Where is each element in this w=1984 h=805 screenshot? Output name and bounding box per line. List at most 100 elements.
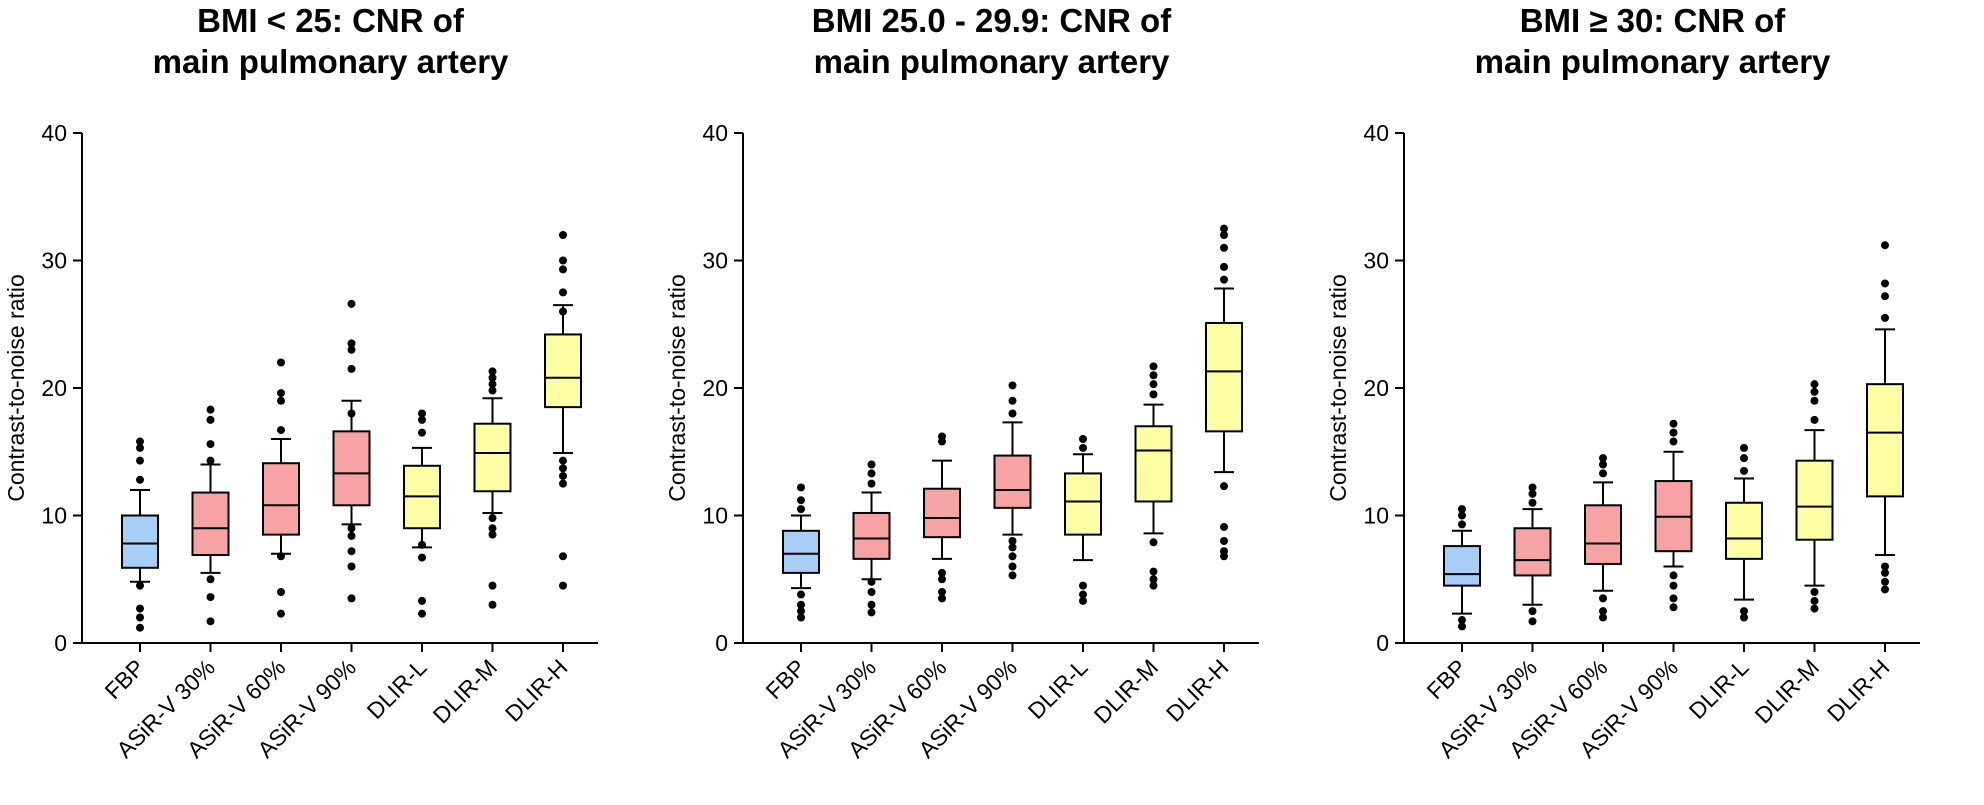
- box-iqr: [1443, 545, 1481, 587]
- box-iqr: [1584, 504, 1622, 565]
- outlier-point: [1740, 466, 1748, 475]
- outlier-point: [206, 575, 215, 584]
- outlier-point: [1008, 552, 1017, 561]
- y-tick-label: 10: [41, 503, 67, 529]
- chart-title: BMI ≥ 30: CNR of main pulmonary artery: [1322, 0, 1983, 82]
- outlier-point: [797, 600, 805, 609]
- outlier-point: [1220, 547, 1228, 556]
- box-dlir-h: DLIR-H: [1822, 241, 1904, 727]
- chart-title: BMI 25.0 - 29.9: CNR of main pulmonary a…: [661, 0, 1322, 82]
- box-dlir-m: DLIR-M: [428, 367, 512, 729]
- box-iqr: [1205, 321, 1243, 433]
- box-asir-v-90: ASiR-V 90%: [1574, 419, 1693, 763]
- outlier-point: [418, 428, 426, 437]
- outlier-point: [559, 479, 567, 488]
- outlier-point: [1740, 607, 1748, 616]
- outlier-point: [1740, 454, 1748, 463]
- y-axis-label: Contrast-to-noise ratio: [664, 274, 690, 502]
- outlier-point: [277, 426, 285, 435]
- y-tick-label: 20: [1363, 375, 1389, 401]
- outlier-point: [797, 613, 805, 622]
- outlier-point: [1810, 604, 1819, 613]
- chart-panel-bmi-under-25: BMI < 25: CNR of main pulmonary artery 0…: [0, 0, 661, 805]
- y-axis-label: Contrast-to-noise ratio: [1325, 274, 1351, 502]
- chart-title-line-2: main pulmonary artery: [1474, 43, 1831, 80]
- outlier-point: [1079, 443, 1087, 452]
- box-iqr: [191, 491, 230, 557]
- box-dlir-m: DLIR-M: [1089, 362, 1173, 729]
- outlier-point: [1220, 275, 1228, 284]
- outlier-point: [1220, 537, 1228, 545]
- box-fbp: FBP: [1422, 505, 1481, 704]
- outlier-point: [1079, 590, 1087, 599]
- outlier-point: [1528, 617, 1537, 626]
- outlier-point: [1599, 469, 1607, 478]
- x-tick-label: FBP: [100, 654, 150, 704]
- box-iqr: [473, 422, 512, 493]
- outlier-point: [1008, 537, 1017, 545]
- outlier-point: [1008, 571, 1017, 580]
- chart-title-line-1: BMI 25.0 - 29.9: CNR of: [811, 2, 1172, 39]
- outlier-point: [488, 386, 497, 395]
- outlier-point: [867, 600, 876, 609]
- outlier-point: [559, 464, 567, 473]
- outlier-point: [136, 437, 144, 446]
- box-iqr: [852, 511, 891, 560]
- outlier-point: [1881, 292, 1889, 301]
- outlier-point: [1458, 616, 1466, 625]
- box-dlir-l: DLIR-L: [1684, 443, 1763, 724]
- outlier-point: [559, 471, 567, 480]
- x-tick-label: DLIR-L: [362, 654, 432, 724]
- box-dlir-l: DLIR-L: [362, 409, 441, 724]
- outlier-point: [1220, 224, 1228, 233]
- outlier-point: [1220, 243, 1228, 252]
- outlier-point: [418, 609, 426, 618]
- outlier-point: [1149, 380, 1158, 389]
- outlier-point: [1669, 437, 1678, 446]
- outlier-point: [559, 256, 567, 265]
- box-iqr: [1064, 472, 1102, 536]
- box-fbp: FBP: [761, 483, 820, 704]
- outlier-point: [1881, 577, 1889, 586]
- box-asir-v-90: ASiR-V 90%: [913, 381, 1032, 763]
- y-tick-label: 0: [715, 630, 728, 656]
- outlier-point: [1149, 575, 1158, 584]
- outlier-point: [559, 581, 567, 590]
- outlier-point: [1528, 498, 1537, 507]
- outlier-point: [559, 307, 567, 316]
- outlier-point: [1599, 454, 1607, 463]
- outlier-point: [206, 617, 215, 626]
- outlier-point: [206, 593, 215, 602]
- outlier-point: [1669, 594, 1678, 603]
- outlier-point: [347, 409, 356, 418]
- outlier-point: [488, 600, 497, 609]
- box-iqr: [1513, 527, 1552, 577]
- outlier-point: [488, 581, 497, 590]
- outlier-point: [1079, 581, 1087, 590]
- outlier-point: [418, 415, 426, 424]
- outlier-point: [797, 505, 805, 514]
- x-tick-label: DLIR-M: [1750, 654, 1824, 728]
- outlier-point: [347, 339, 356, 348]
- box-iqr: [332, 430, 371, 507]
- box-iqr: [1795, 459, 1834, 541]
- outlier-point: [347, 547, 356, 556]
- outlier-point: [559, 288, 567, 297]
- outlier-point: [488, 514, 497, 523]
- x-tick-label: DLIR-L: [1023, 654, 1093, 724]
- outlier-point: [1079, 435, 1087, 443]
- outlier-point: [1669, 419, 1678, 428]
- outlier-point: [347, 531, 356, 540]
- outlier-point: [206, 415, 215, 424]
- outlier-point: [867, 469, 876, 478]
- outlier-point: [1599, 594, 1607, 603]
- chart-panel-bmi-30-plus: BMI ≥ 30: CNR of main pulmonary artery 0…: [1322, 0, 1983, 805]
- outlier-point: [867, 460, 876, 469]
- box-fbp: FBP: [100, 437, 159, 704]
- y-axis-label: Contrast-to-noise ratio: [3, 274, 29, 502]
- outlier-point: [1599, 613, 1607, 622]
- outlier-point: [206, 456, 215, 465]
- y-tick-label: 40: [702, 120, 728, 146]
